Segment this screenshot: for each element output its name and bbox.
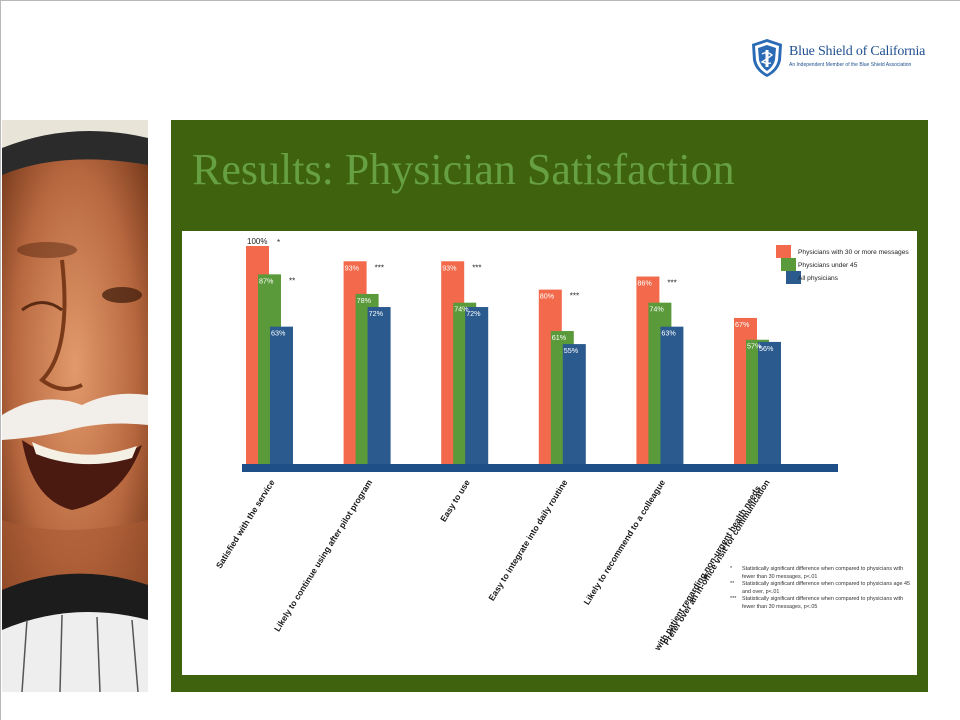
value-label-1-4: 80% bbox=[540, 292, 555, 301]
value-label-3-4: 55% bbox=[564, 346, 579, 355]
significance-mark-1-3: *** bbox=[472, 263, 481, 272]
footnote-mark: ** bbox=[730, 581, 735, 588]
legend-swatch-1 bbox=[776, 245, 791, 258]
footnote-text: Statistically significant difference whe… bbox=[742, 566, 904, 580]
footnote-3: *** Statistically significant difference … bbox=[730, 596, 910, 611]
value-label-3-2: 72% bbox=[369, 309, 384, 318]
value-label-3-5: 63% bbox=[661, 329, 676, 338]
slide-top-border bbox=[0, 0, 960, 1]
footnote-1: * Statistically significant difference wh… bbox=[730, 566, 910, 581]
category-label-2: Likely to continue using after pilot pro… bbox=[272, 477, 375, 633]
footnote-text: Statistically significant difference whe… bbox=[742, 596, 904, 610]
logo-tagline: An Independent Member of the Blue Shield… bbox=[789, 62, 912, 68]
bar-3-1 bbox=[270, 326, 293, 464]
footnote-2: ** Statistically significant difference w… bbox=[730, 581, 910, 596]
significance-mark-1-1: * bbox=[277, 238, 280, 247]
blue-shield-logo: Blue Shield of California An Independent… bbox=[750, 38, 940, 80]
significance-mark-1-4: *** bbox=[570, 292, 579, 301]
value-label-2-1: 87% bbox=[259, 276, 274, 285]
footnote-mark: * bbox=[730, 566, 733, 572]
value-label-2-5: 74% bbox=[649, 305, 664, 314]
category-label-3: Easy to use bbox=[438, 478, 472, 524]
satisfaction-bar-chart: 100% * 87% ** 63% Satisfied with the service 9… bbox=[214, 237, 910, 653]
legend-label-1: Physicians with 30 or more messages bbox=[798, 249, 909, 256]
logo-name: Blue Shield of California bbox=[789, 44, 926, 59]
bar-3-4 bbox=[562, 344, 586, 464]
value-label-2-6: 57% bbox=[747, 342, 762, 351]
category-label-1: Satisfied with the service bbox=[214, 478, 277, 571]
value-label-1-3: 93% bbox=[442, 263, 457, 272]
significance-mark-1-2: *** bbox=[375, 263, 384, 272]
results-panel: Results: Physician Satisfaction 100% * 87%… bbox=[171, 120, 928, 692]
slide-left-border bbox=[0, 0, 1, 720]
legend-swatch-2 bbox=[781, 258, 796, 271]
bar-3-2 bbox=[367, 307, 391, 464]
chart-area: 100% * 87% ** 63% Satisfied with the service 9… bbox=[182, 231, 917, 675]
value-label-1-2: 93% bbox=[345, 263, 360, 272]
smiling-man-photo bbox=[2, 120, 148, 692]
slide-title: Results: Physician Satisfaction bbox=[192, 145, 735, 194]
chart-footnotes: * Statistically significant difference wh… bbox=[730, 566, 910, 611]
category-label-5: Likely to recommend to a colleague bbox=[581, 478, 667, 607]
value-label-1-6: 67% bbox=[735, 320, 750, 329]
value-label-2-4: 61% bbox=[552, 333, 567, 342]
bar-3-6 bbox=[758, 341, 781, 464]
value-label-1-1: 100% bbox=[247, 237, 267, 246]
footnote-text: Statistically significant difference whe… bbox=[742, 581, 911, 595]
man-portrait-image bbox=[2, 120, 148, 692]
chart-baseline bbox=[242, 464, 838, 472]
legend-swatch-3 bbox=[786, 271, 801, 284]
value-label-2-3: 74% bbox=[454, 305, 469, 314]
significance-mark-1-5: *** bbox=[667, 279, 676, 288]
shield-icon bbox=[752, 39, 782, 77]
value-label-1-5: 86% bbox=[637, 279, 652, 288]
bar-3-5 bbox=[660, 326, 684, 464]
value-label-3-3: 72% bbox=[466, 309, 481, 318]
significance-mark-2-1: ** bbox=[289, 276, 295, 285]
value-label-2-2: 78% bbox=[357, 296, 372, 305]
value-label-3-6: 56% bbox=[759, 344, 774, 353]
legend-label-2: Physicians under 45 bbox=[798, 262, 858, 269]
bar-3-3 bbox=[465, 307, 489, 464]
footnote-mark: *** bbox=[730, 596, 737, 603]
legend-label-3: All physicians bbox=[798, 275, 839, 282]
value-label-3-1: 63% bbox=[271, 329, 286, 338]
category-label-4: Easy to integrate into daily routine bbox=[486, 478, 569, 603]
